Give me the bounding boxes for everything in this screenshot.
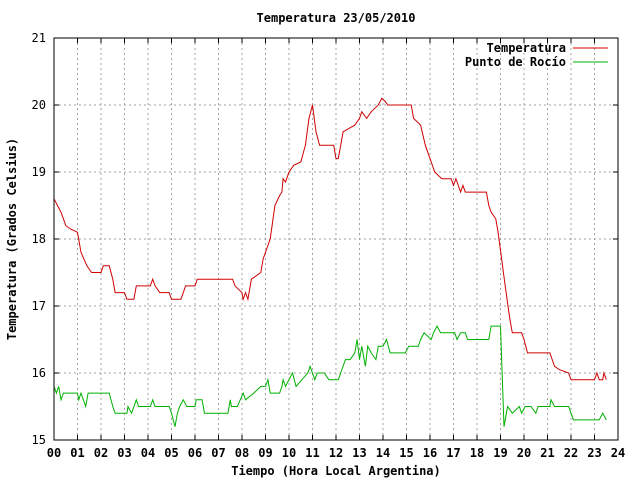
x-tick-label: 08 <box>235 446 249 460</box>
x-tick-label: 15 <box>399 446 413 460</box>
series-line-0 <box>53 97 607 381</box>
y-tick-label: 16 <box>32 366 46 380</box>
y-tick-label: 18 <box>32 232 46 246</box>
x-tick-label: 02 <box>94 446 108 460</box>
x-tick-label: 18 <box>470 446 484 460</box>
x-tick-label: 12 <box>329 446 343 460</box>
x-tick-label: 19 <box>493 446 507 460</box>
x-tick-label: 05 <box>164 446 178 460</box>
series-line-1 <box>53 325 607 427</box>
x-tick-label: 00 <box>47 446 61 460</box>
x-tick-label: 03 <box>117 446 131 460</box>
x-tick-label: 06 <box>188 446 202 460</box>
x-tick-label: 23 <box>587 446 601 460</box>
y-tick-label: 17 <box>32 299 46 313</box>
chart-title: Temperatura 23/05/2010 <box>257 11 416 25</box>
x-tick-label: 22 <box>564 446 578 460</box>
x-tick-label: 21 <box>540 446 554 460</box>
y-tick-label: 21 <box>32 31 46 45</box>
x-tick-label: 20 <box>517 446 531 460</box>
x-tick-label: 24 <box>611 446 625 460</box>
x-tick-label: 04 <box>141 446 155 460</box>
x-tick-label: 13 <box>352 446 366 460</box>
x-tick-label: 10 <box>282 446 296 460</box>
x-tick-label: 16 <box>423 446 437 460</box>
y-tick-label: 15 <box>32 433 46 447</box>
x-tick-label: 09 <box>258 446 272 460</box>
x-tick-label: 17 <box>446 446 460 460</box>
legend-label-1: Punto de Rocío <box>465 55 566 69</box>
grid <box>54 38 618 440</box>
y-axis-label: Temperatura (Grados Celsius) <box>5 138 19 340</box>
axis-ticks: 00 01 02 03 04 05 06 07 08 09 10 11 12 13 14 15 16 17 18 19… <box>32 31 626 460</box>
x-tick-label: 11 <box>305 446 319 460</box>
x-tick-label: 01 <box>70 446 84 460</box>
x-axis-label: Tiempo (Hora Local Argentina) <box>231 464 441 478</box>
legend-label-0: Temperatura <box>487 41 566 55</box>
x-tick-label: 07 <box>211 446 225 460</box>
y-tick-label: 20 <box>32 98 46 112</box>
series-layer <box>53 97 607 427</box>
y-tick-label: 19 <box>32 165 46 179</box>
x-tick-label: 14 <box>376 446 390 460</box>
